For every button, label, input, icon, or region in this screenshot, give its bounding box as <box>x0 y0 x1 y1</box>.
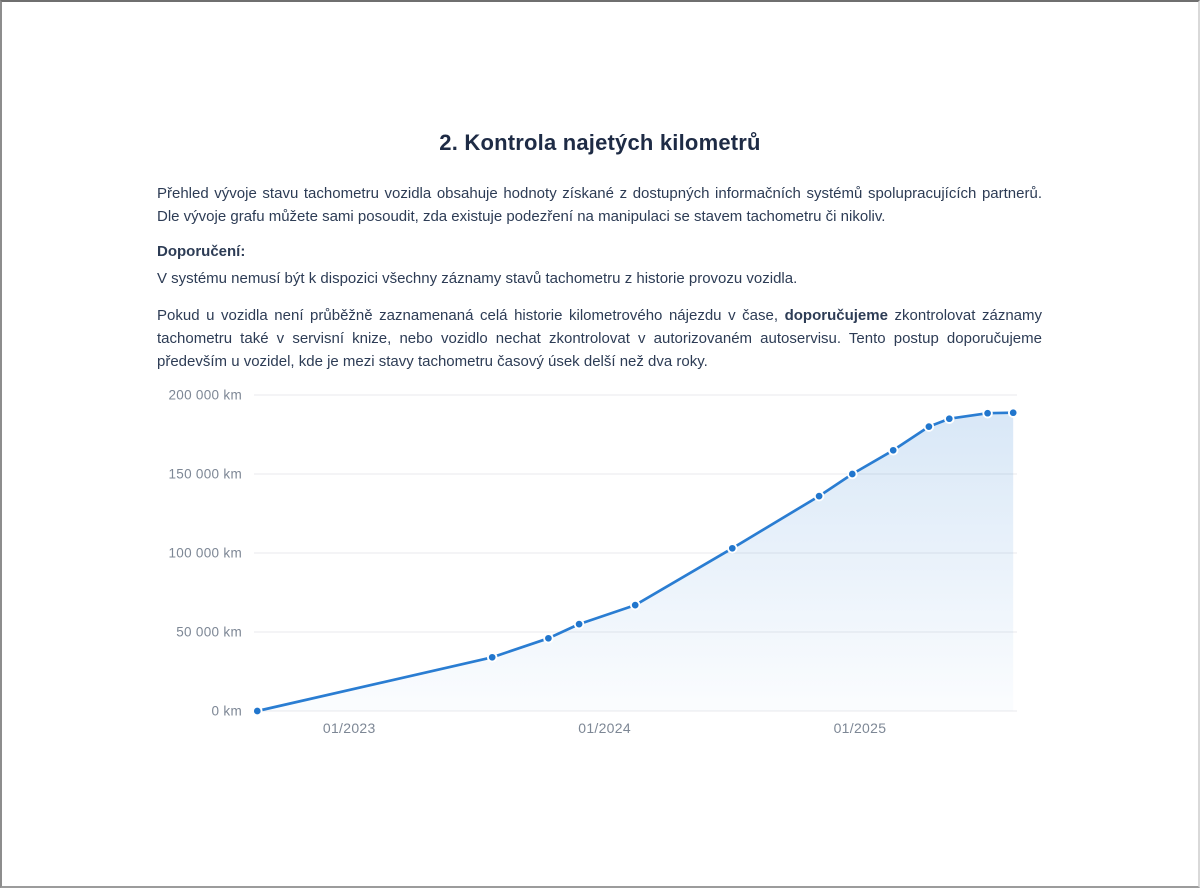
advice-text-after: zkontrolovat záznamy tachometru také v s… <box>157 307 1042 370</box>
advice-text-bold: doporučujeme <box>784 307 888 324</box>
intro-paragraph: Přehled vývoje stavu tachometru vozidla … <box>157 185 1042 225</box>
y-axis-tick-label: 200 000 km <box>168 388 242 403</box>
x-axis-tick-label: 01/2024 <box>578 720 631 736</box>
data-point <box>629 599 641 611</box>
data-point <box>252 705 263 717</box>
system-note-paragraph: V systému nemusí být k dispozici všechny… <box>157 270 798 287</box>
advice-text-before: Pokud u vozidla není průběžně zaznamenan… <box>157 307 785 324</box>
data-point <box>486 652 498 663</box>
area-under-curve <box>257 412 1014 711</box>
data-point <box>982 407 993 419</box>
data-point <box>573 618 585 630</box>
data-point <box>923 421 935 432</box>
y-axis-tick-label: 0 km <box>212 704 242 719</box>
chart-area-fill <box>257 412 1014 711</box>
y-axis-tick-label: 100 000 km <box>168 546 242 561</box>
data-point <box>1007 407 1019 418</box>
data-point <box>543 633 554 644</box>
data-point <box>944 413 955 424</box>
y-axis-tick-label: 150 000 km <box>168 467 242 482</box>
y-axis-tick-label: 50 000 km <box>176 625 242 640</box>
data-point <box>727 543 738 554</box>
data-point <box>813 490 825 502</box>
section-title: 2. Kontrola najetých kilometrů <box>439 130 761 155</box>
chart-axis-labels: 0 km 50 000 km 100 000 km 150 000 km 200 000… <box>168 388 886 737</box>
recommendation-label: Doporučení: <box>157 243 246 260</box>
chart-data-points <box>252 407 1019 717</box>
x-axis-tick-label: 01/2023 <box>323 720 376 736</box>
x-axis-tick-label: 01/2025 <box>834 720 887 736</box>
advice-paragraph: Pokud u vozidla není průběžně zaznamenan… <box>157 304 1042 373</box>
data-point <box>847 468 858 480</box>
data-point <box>887 445 899 456</box>
